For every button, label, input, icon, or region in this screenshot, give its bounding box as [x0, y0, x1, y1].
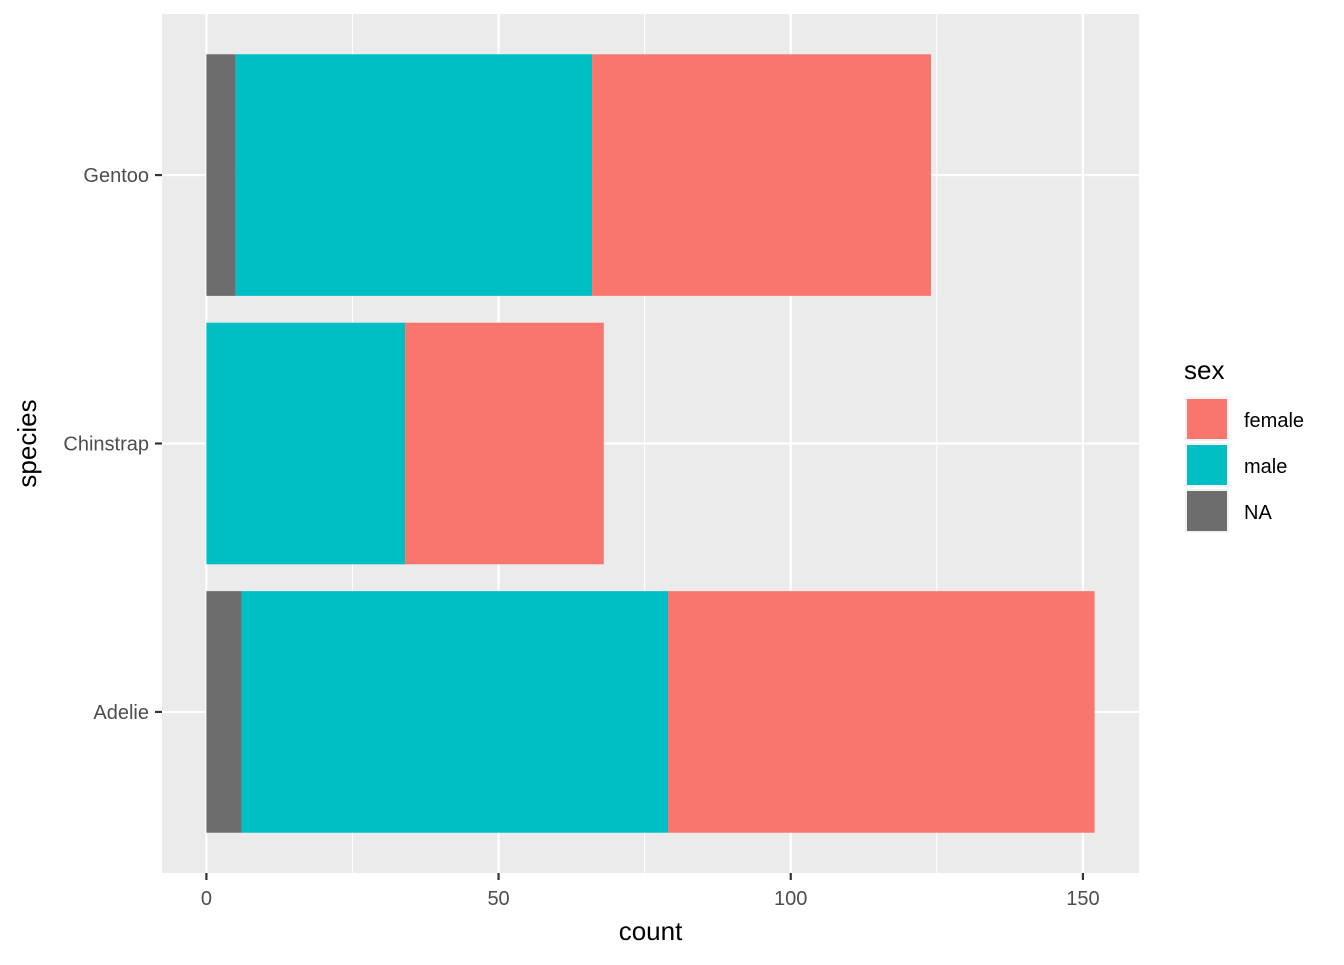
legend-key-na: [1187, 491, 1227, 531]
y-axis: Adelie Chinstrap Gentoo: [63, 165, 162, 724]
legend-label-na: NA: [1244, 502, 1272, 524]
bar-chinstrap-male: [206, 322, 406, 565]
x-tick-label: 100: [774, 888, 807, 910]
legend: sex female male NA: [1184, 355, 1304, 533]
bars: [206, 54, 1095, 833]
x-axis: 0 50 100 150: [201, 873, 1100, 910]
legend-key-female: [1187, 399, 1227, 439]
x-tick-label: 50: [487, 888, 509, 910]
legend-label-male: male: [1244, 456, 1287, 478]
legend-label-female: female: [1244, 410, 1304, 432]
bar-gentoo-female: [592, 54, 931, 296]
x-axis-title: count: [619, 916, 683, 946]
legend-key-male: [1187, 445, 1227, 485]
bar-gentoo-male: [235, 54, 593, 296]
y-tick-label: Gentoo: [83, 165, 149, 187]
x-tick-label: 0: [201, 888, 212, 910]
bar-chinstrap-female: [405, 322, 604, 565]
y-axis-title: species: [12, 399, 42, 487]
y-tick-label: Chinstrap: [63, 434, 149, 456]
bar-adelie-female: [668, 591, 1095, 833]
y-tick-label: Adelie: [93, 702, 149, 724]
bar-gentoo-na: [206, 54, 236, 296]
bar-adelie-male: [241, 591, 669, 833]
bar-adelie-na: [206, 591, 242, 833]
x-tick-label: 150: [1066, 888, 1099, 910]
legend-title: sex: [1184, 355, 1224, 385]
